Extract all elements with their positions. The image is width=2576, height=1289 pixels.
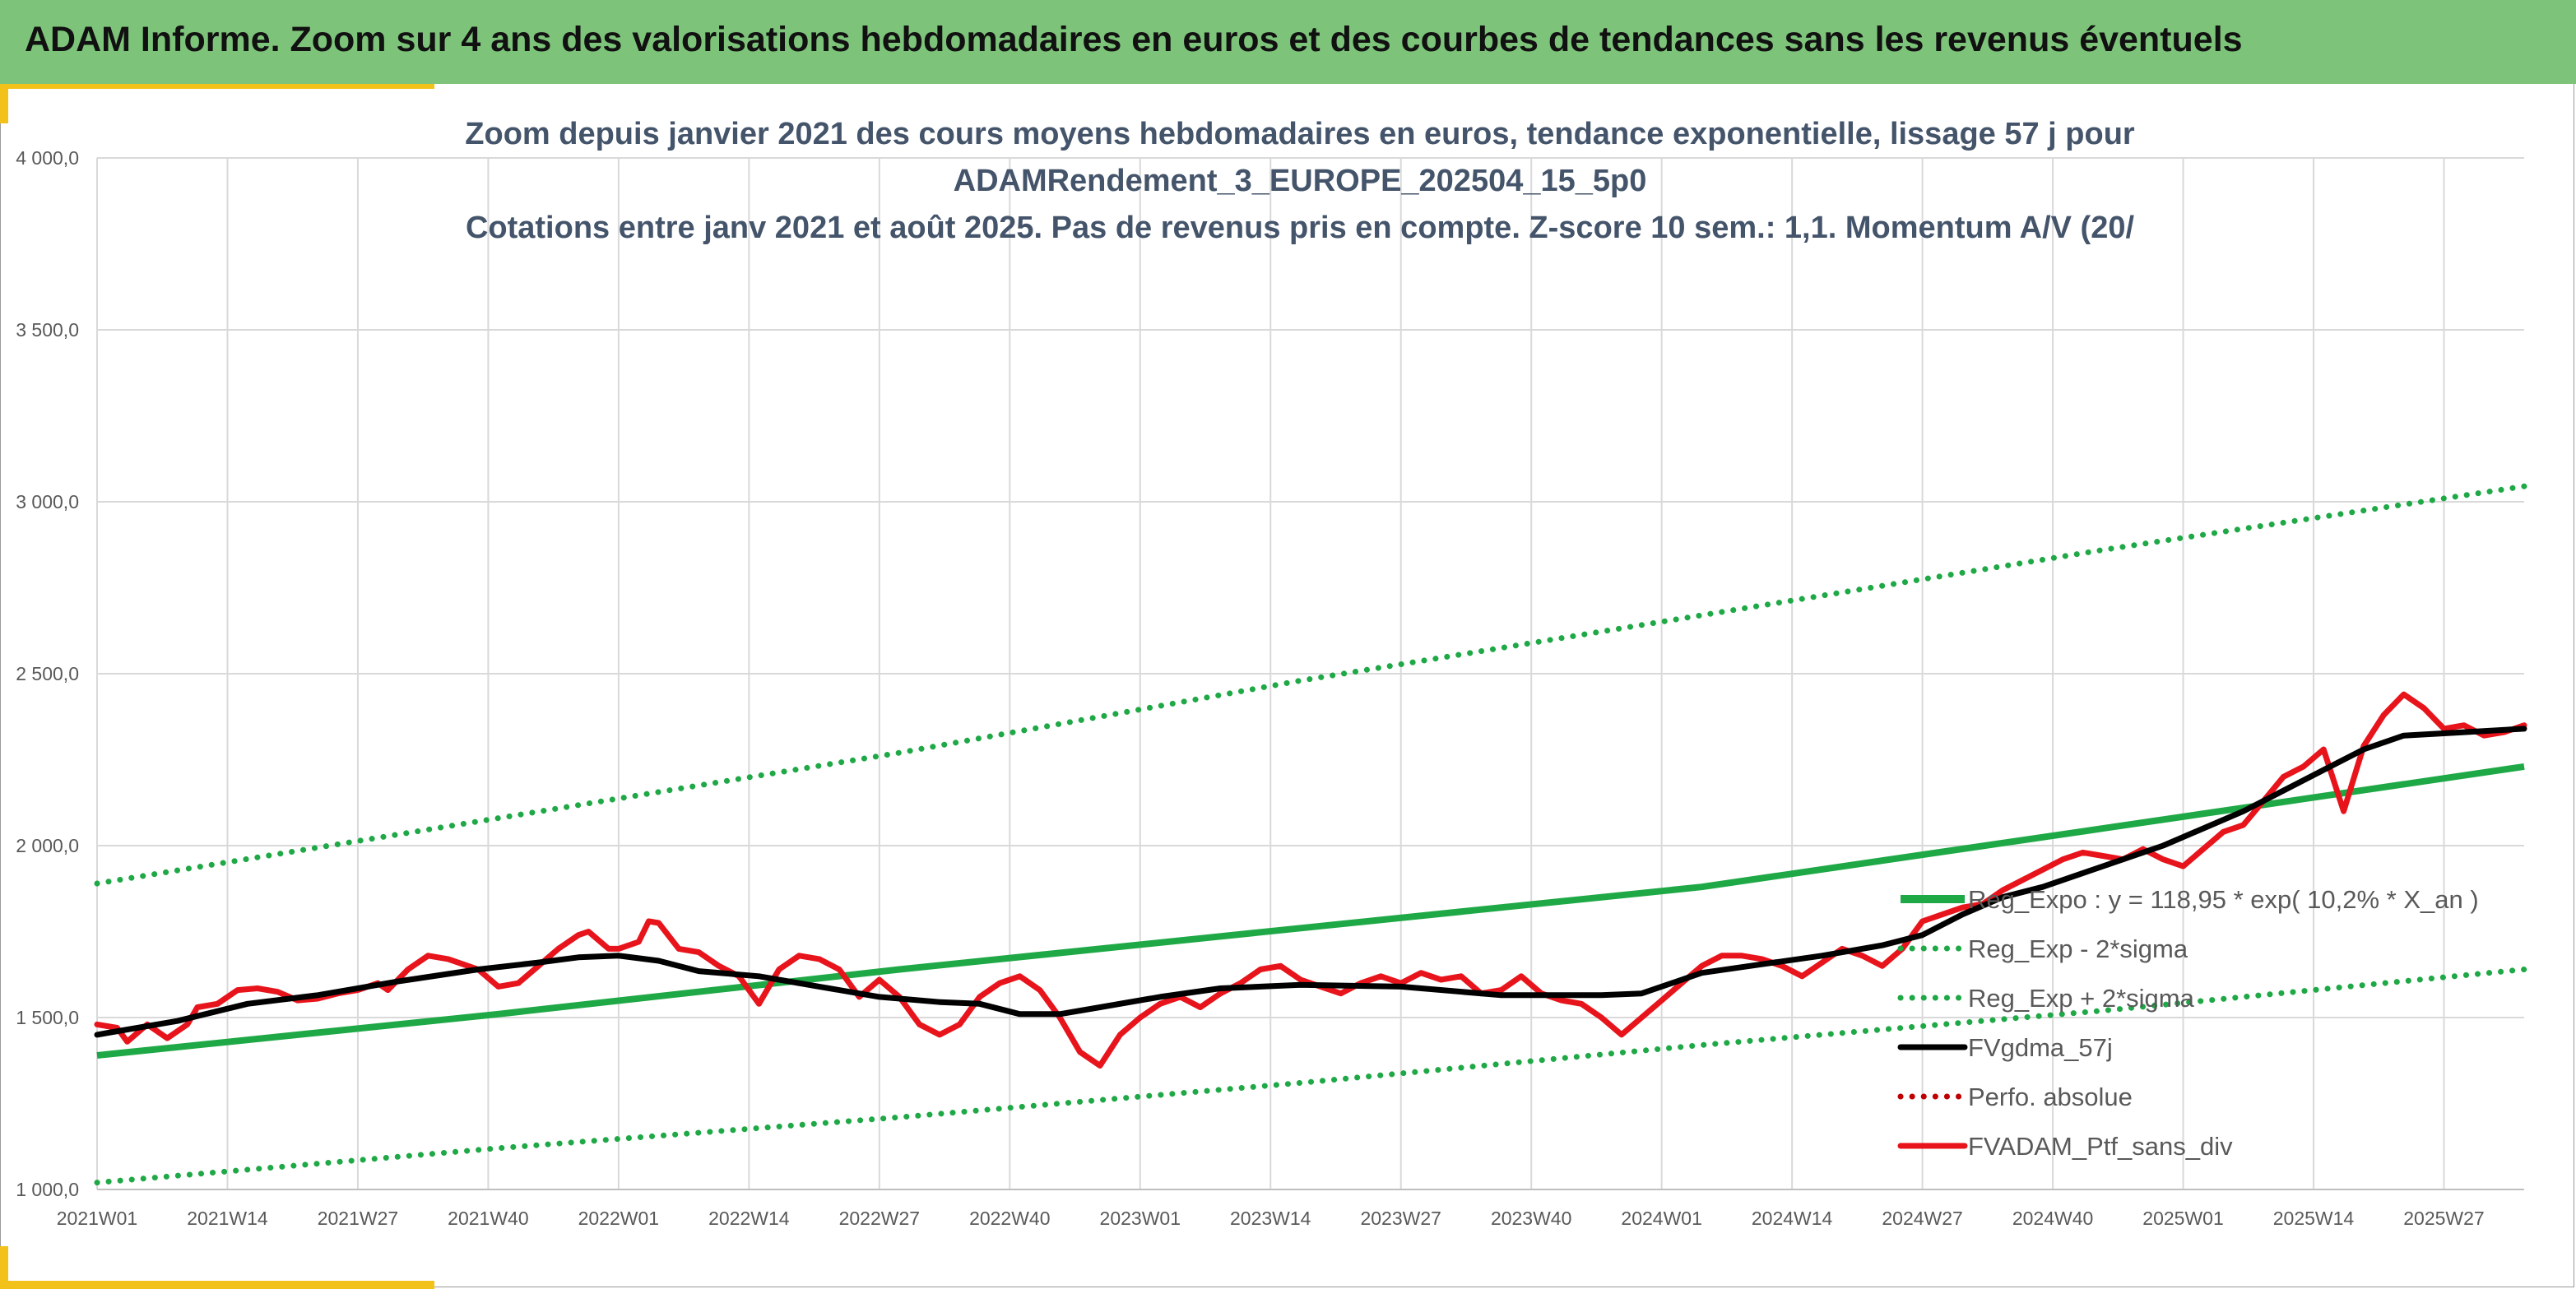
x-tick-label: 2022W01 <box>578 1208 659 1229</box>
y-tick-label: 4 000,0 <box>16 147 79 169</box>
x-tick-label: 2025W27 <box>2403 1208 2484 1229</box>
x-tick-label: 2021W14 <box>187 1208 268 1229</box>
legend: Reg_Expo : y = 118,95 * exp( 10,2% * X_a… <box>1897 885 2479 1161</box>
accent-bar-bottom <box>0 1281 434 1289</box>
y-tick-label: 1 500,0 <box>16 1007 79 1028</box>
axes: 1 000,0 1 500,0 2 000,0 2 500,0 3 000,0 3 500… <box>16 147 2524 1229</box>
y-tick-label: 2 500,0 <box>16 663 79 684</box>
x-tick-label: 2021W40 <box>448 1208 528 1229</box>
legend-label-1: Reg_Exp - 2*sigma <box>1968 934 2188 963</box>
x-tick-label: 2024W40 <box>2012 1208 2093 1229</box>
accent-bar-top <box>0 84 434 89</box>
accent-bar-left-top <box>0 84 8 123</box>
x-tick-label: 2023W27 <box>1360 1208 1441 1229</box>
x-tick-label: 2024W14 <box>1752 1208 1833 1229</box>
legend-label-4: Perfo. absolue <box>1968 1083 2133 1111</box>
x-tick-label: 2021W27 <box>318 1208 398 1229</box>
series-line-0 <box>96 763 2525 1059</box>
legend-label-0: Reg_Expo : y = 118,95 * exp( 10,2% * X_a… <box>1968 885 2479 914</box>
series-line-3 <box>94 726 2527 1038</box>
x-tick-label: 2024W27 <box>1882 1208 1962 1229</box>
y-tick-label: 2 000,0 <box>16 835 79 856</box>
x-tick-label: 2022W27 <box>839 1208 920 1229</box>
x-tick-label: 2023W14 <box>1230 1208 1311 1229</box>
legend-label-3: FVgdma_57j <box>1968 1033 2113 1062</box>
legend-label-2: Reg_Exp + 2*sigma <box>1968 984 2195 1013</box>
x-tick-label: 2025W01 <box>2142 1208 2223 1229</box>
y-tick-label: 1 000,0 <box>16 1179 79 1200</box>
chart-title: Zoom depuis janvier 2021 des cours moyen… <box>465 117 2135 245</box>
chart-title-line-1: Zoom depuis janvier 2021 des cours moyen… <box>465 117 2135 151</box>
chart-title-line-3: Cotations entre janv 2021 et août 2025. … <box>466 211 2135 245</box>
accent-bar-left-bottom <box>0 1246 8 1286</box>
chart-title-line-2: ADAMRendement_3_EUROPE_202504_15_5p0 <box>954 164 1647 198</box>
y-tick-label: 3 500,0 <box>16 319 79 341</box>
x-tick-label: 2025W14 <box>2273 1208 2355 1229</box>
x-tick-label: 2024W01 <box>1621 1208 1701 1229</box>
gridlines <box>96 157 2524 1190</box>
x-tick-label: 2023W40 <box>1491 1208 1571 1229</box>
y-tick-label: 3 000,0 <box>16 491 79 512</box>
x-tick-label: 2021W01 <box>57 1208 137 1229</box>
series-line-2 <box>94 483 2527 887</box>
series-line-1 <box>94 967 2527 1186</box>
x-tick-label: 2022W40 <box>969 1208 1050 1229</box>
x-tick-label: 2023W01 <box>1100 1208 1181 1229</box>
header-banner: ADAM Informe. Zoom sur 4 ans des valoris… <box>0 0 2576 84</box>
x-tick-label: 2022W14 <box>708 1208 790 1229</box>
series-group <box>94 483 2527 1186</box>
banner-title: ADAM Informe. Zoom sur 4 ans des valoris… <box>25 20 2243 59</box>
legend-label-5: FVADAM_Ptf_sans_div <box>1968 1132 2233 1161</box>
